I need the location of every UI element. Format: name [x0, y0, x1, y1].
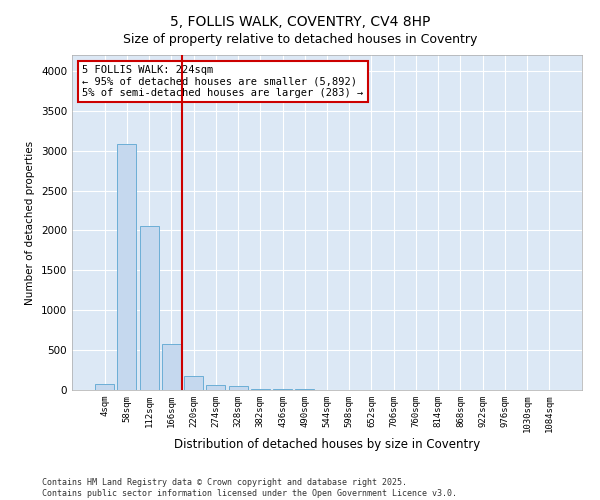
Bar	[229, 386, 248, 390]
Bar	[184, 376, 203, 390]
Text: 5 FOLLIS WALK: 224sqm
← 95% of detached houses are smaller (5,892)
5% of semi-de: 5 FOLLIS WALK: 224sqm ← 95% of detached …	[82, 65, 364, 98]
Text: 5, FOLLIS WALK, COVENTRY, CV4 8HP: 5, FOLLIS WALK, COVENTRY, CV4 8HP	[170, 15, 430, 29]
Text: Contains HM Land Registry data © Crown copyright and database right 2025.
Contai: Contains HM Land Registry data © Crown c…	[42, 478, 457, 498]
Bar	[273, 389, 292, 390]
Bar	[95, 384, 114, 390]
Y-axis label: Number of detached properties: Number of detached properties	[25, 140, 35, 304]
Bar	[140, 226, 158, 390]
Bar	[206, 385, 225, 390]
Bar	[251, 389, 270, 390]
Bar	[162, 344, 181, 390]
Bar	[295, 389, 314, 390]
Text: Size of property relative to detached houses in Coventry: Size of property relative to detached ho…	[123, 32, 477, 46]
Bar	[118, 144, 136, 390]
X-axis label: Distribution of detached houses by size in Coventry: Distribution of detached houses by size …	[174, 438, 480, 451]
